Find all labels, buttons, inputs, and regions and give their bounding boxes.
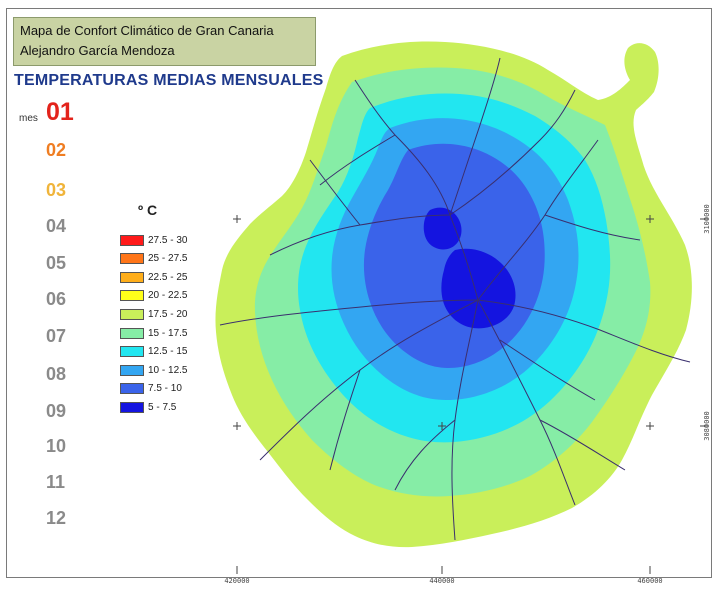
legend-label: 10 - 12.5 [148, 364, 188, 376]
page-heading: TEMPERATURAS MEDIAS MENSUALES [14, 72, 324, 89]
month-08[interactable]: 08 [46, 364, 67, 384]
ravines [219, 57, 691, 541]
month-12[interactable]: 12 [46, 508, 67, 528]
zone-5-7-5 [441, 248, 516, 329]
legend-swatch [120, 327, 144, 339]
map-frame [6, 8, 712, 578]
legend-item: 17.5 - 20 [120, 307, 187, 321]
legend-item: 25 - 27.5 [120, 252, 187, 266]
legend-item: 12.5 - 15 [120, 345, 187, 359]
legend-swatch [120, 290, 144, 302]
legend-item: 20 - 22.5 [120, 289, 187, 303]
x-tick-440000: 440000 [429, 577, 454, 585]
x-tick-420000: 420000 [224, 577, 249, 585]
month-05[interactable]: 05 [46, 253, 67, 273]
legend-swatch [120, 383, 144, 395]
legend-unit: º C [138, 202, 158, 218]
legend-item: 15 - 17.5 [120, 326, 187, 340]
month-07[interactable]: 07 [46, 326, 67, 346]
legend-label: 25 - 27.5 [148, 253, 188, 265]
x-tick-460000: 460000 [637, 577, 662, 585]
month-04[interactable]: 04 [46, 216, 67, 236]
month-01[interactable]: 01 [46, 98, 74, 126]
author-name: Alejandro García Mendoza [20, 43, 175, 58]
legend-swatch [120, 308, 144, 320]
legend-swatch [120, 364, 144, 376]
grid-marks [233, 215, 654, 430]
month-06[interactable]: 06 [46, 289, 67, 309]
month-11[interactable]: 11 [46, 472, 66, 492]
month-03[interactable]: 03 [46, 180, 67, 200]
legend-label: 27.5 - 30 [148, 234, 188, 246]
legend-label: 20 - 22.5 [148, 290, 188, 302]
legend-label: 5 - 7.5 [148, 401, 177, 413]
legend-swatch [120, 346, 144, 358]
zone-5-7-5-ridge [423, 207, 462, 250]
map-title: Mapa de Confort Climático de Gran Canari… [20, 23, 274, 38]
legend-label: 7.5 - 10 [148, 383, 182, 395]
legend-swatch [120, 253, 144, 265]
legend-label: 12.5 - 15 [148, 346, 188, 358]
legend-label: 17.5 - 20 [148, 308, 188, 320]
legend-swatch [120, 401, 144, 413]
legend-item: 22.5 - 25 [120, 270, 187, 284]
legend-item: 7.5 - 10 [120, 382, 182, 396]
month-02[interactable]: 02 [46, 140, 67, 160]
legend-swatch [120, 234, 144, 246]
axis-ticks [236, 218, 708, 574]
month-09[interactable]: 09 [46, 401, 67, 421]
legend-item: 5 - 7.5 [120, 400, 176, 414]
legend-item: 10 - 12.5 [120, 363, 187, 377]
month-10[interactable]: 10 [46, 436, 67, 456]
y-tick-3100000: 3100000 [703, 204, 711, 234]
title-box: Mapa de Confort Climático de Gran Canari… [13, 17, 316, 66]
legend-item: 27.5 - 30 [120, 233, 187, 247]
y-tick-3080000: 3080000 [703, 411, 711, 441]
legend-label: 22.5 - 25 [148, 271, 188, 283]
legend-swatch [120, 271, 144, 283]
month-label: mes [19, 113, 38, 124]
legend-label: 15 - 17.5 [148, 327, 188, 339]
